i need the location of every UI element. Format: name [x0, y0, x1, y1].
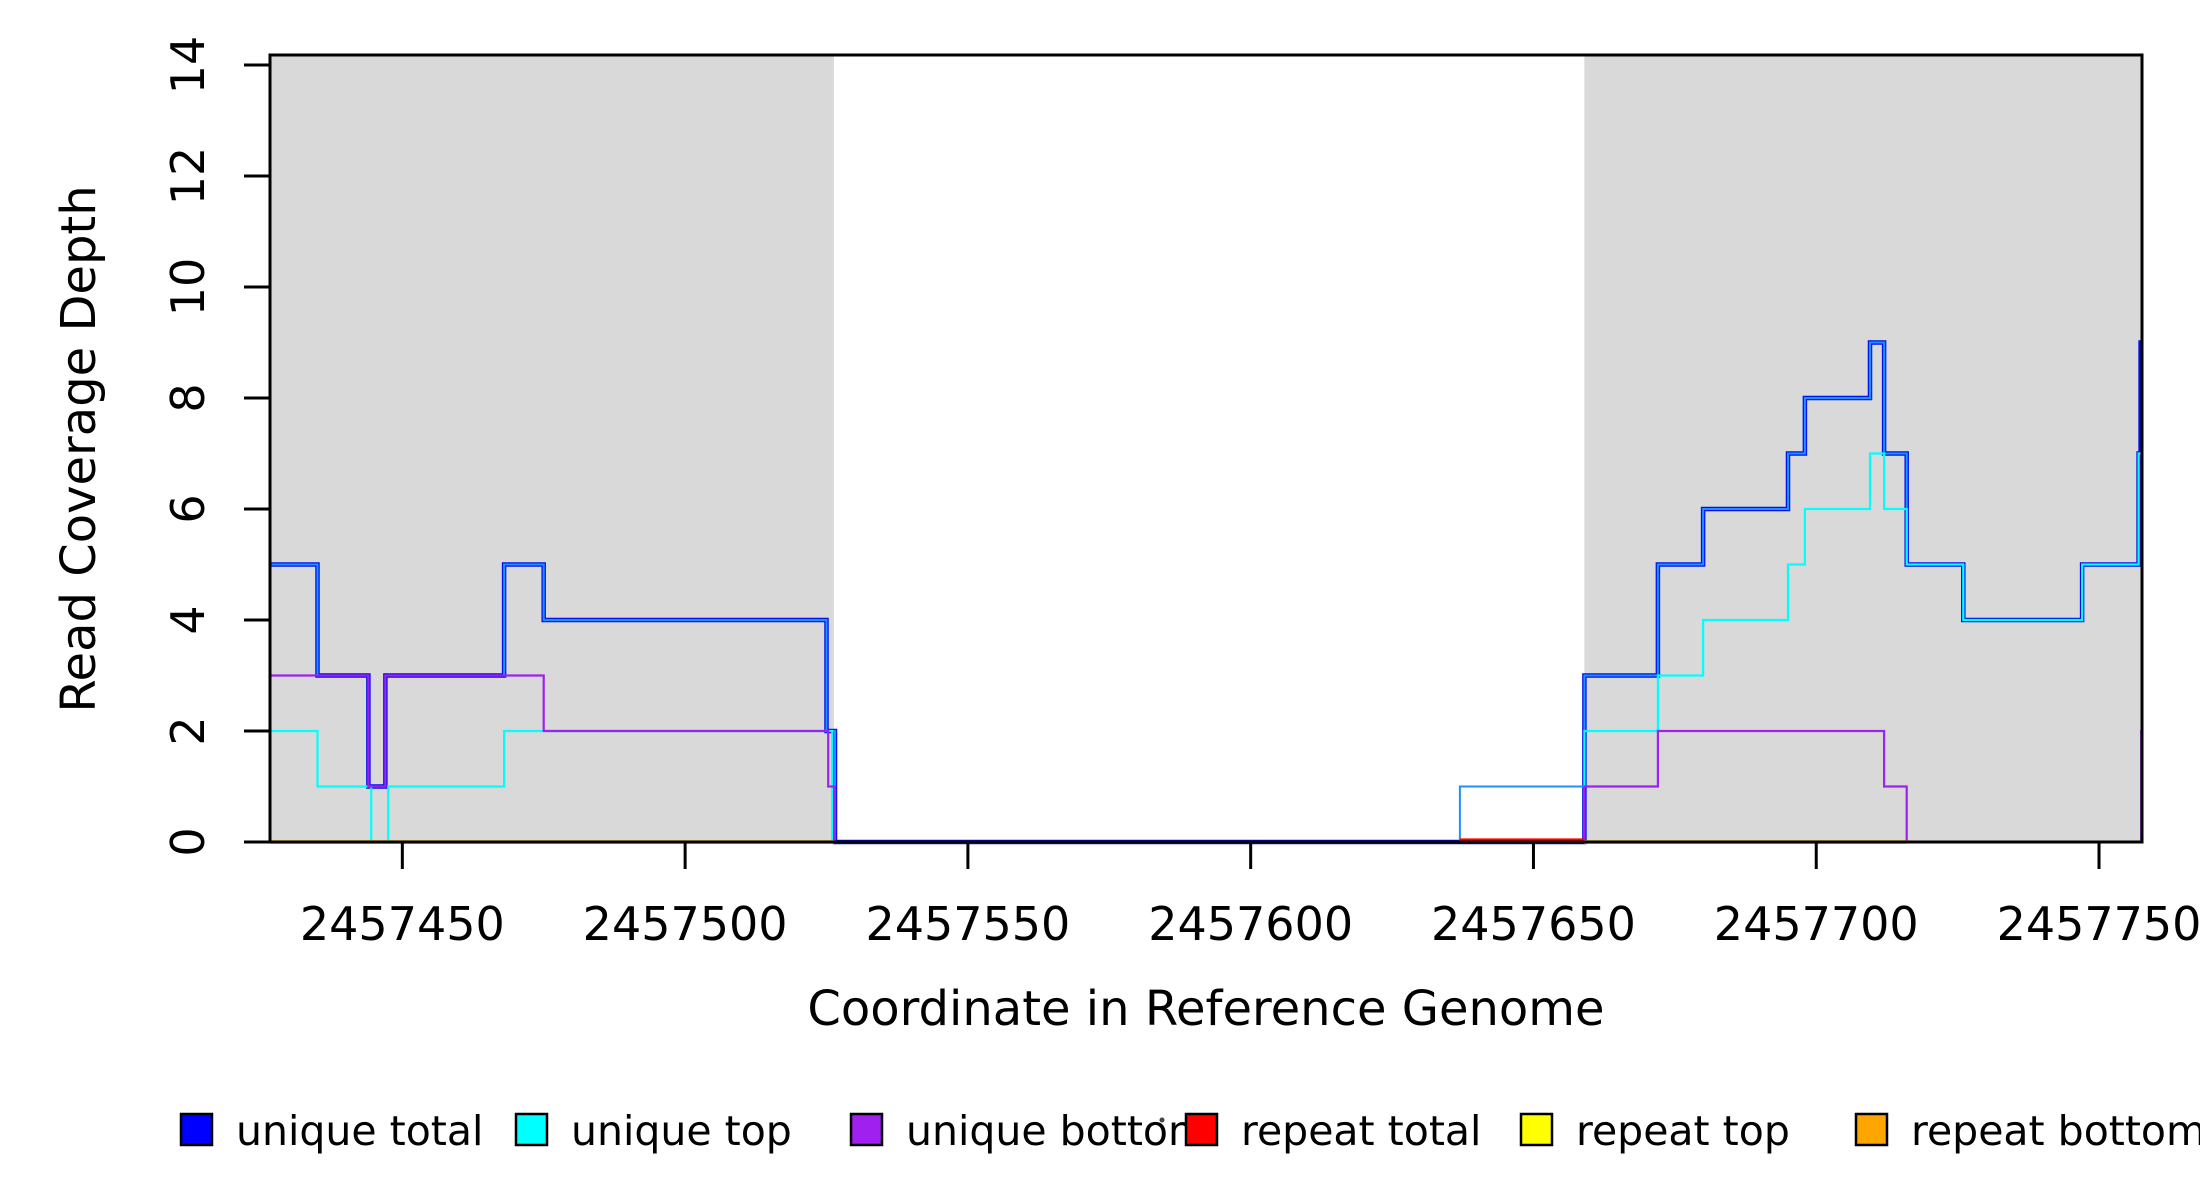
legend-item-repeat-top: repeat top — [1519, 1107, 1790, 1155]
legend-swatch — [514, 1112, 549, 1147]
legend-item-repeat-total: repeat total — [1184, 1107, 1481, 1155]
y-axis-title: Read Coverage Depth — [51, 185, 107, 712]
y-tick-label: 8 — [161, 383, 215, 412]
x-tick-label: 2457600 — [1148, 897, 1353, 951]
legend-swatch — [1184, 1112, 1219, 1147]
legend-item-unique-bottom: unique bottom — [849, 1107, 1208, 1155]
y-tick-label: 0 — [161, 827, 215, 856]
legend-swatch — [849, 1112, 884, 1147]
x-tick-label: 2457450 — [300, 897, 505, 951]
y-tick-label: 4 — [161, 605, 215, 634]
y-tick-label: 10 — [161, 258, 215, 317]
legend-item-unique-top: unique top — [514, 1107, 792, 1155]
x-tick-label: 2457650 — [1431, 897, 1636, 951]
legend-label: unique bottom — [906, 1107, 1208, 1155]
legend-item-repeat-bottom: repeat bottom — [1854, 1107, 2200, 1155]
axis-tick-labels: 2457450 2457500 2457550 2457600 2457650 24577… — [161, 36, 2200, 951]
plot-box-border — [268, 53, 2144, 844]
repeat-region-right — [1584, 55, 2142, 842]
legend-swatch — [1854, 1112, 1889, 1147]
y-tick-label: 12 — [161, 147, 215, 206]
y-tick-label: 14 — [161, 36, 215, 95]
legend-label: repeat total — [1241, 1107, 1481, 1155]
x-tick-label: 2457500 — [583, 897, 788, 951]
legend-label: unique total — [236, 1107, 483, 1155]
x-tick-label: 2457550 — [865, 897, 1070, 951]
legend-label: unique top — [571, 1107, 792, 1155]
y-tick-label: 2 — [161, 716, 215, 745]
axis-ticks — [244, 63, 2101, 869]
x-tick-label: 2457700 — [1714, 897, 1919, 951]
legend: unique total unique top unique bottom repea… — [179, 1107, 2200, 1155]
x-tick-label: 2457750 — [1997, 897, 2200, 951]
x-axis-title: Coordinate in Reference Genome — [807, 981, 1604, 1037]
legend-label: repeat bottom — [1911, 1107, 2200, 1155]
stray-dot-artifact — [1159, 1117, 1165, 1123]
series-unique-top — [270, 452, 2142, 844]
repeat-region-left — [270, 55, 834, 842]
legend-item-unique-total: unique total — [179, 1107, 483, 1155]
legend-swatch — [1519, 1112, 1554, 1147]
y-tick-label: 6 — [161, 494, 215, 523]
legend-label: repeat top — [1576, 1107, 1790, 1155]
legend-swatch — [179, 1112, 214, 1147]
repeat-region-shading — [270, 55, 2142, 842]
